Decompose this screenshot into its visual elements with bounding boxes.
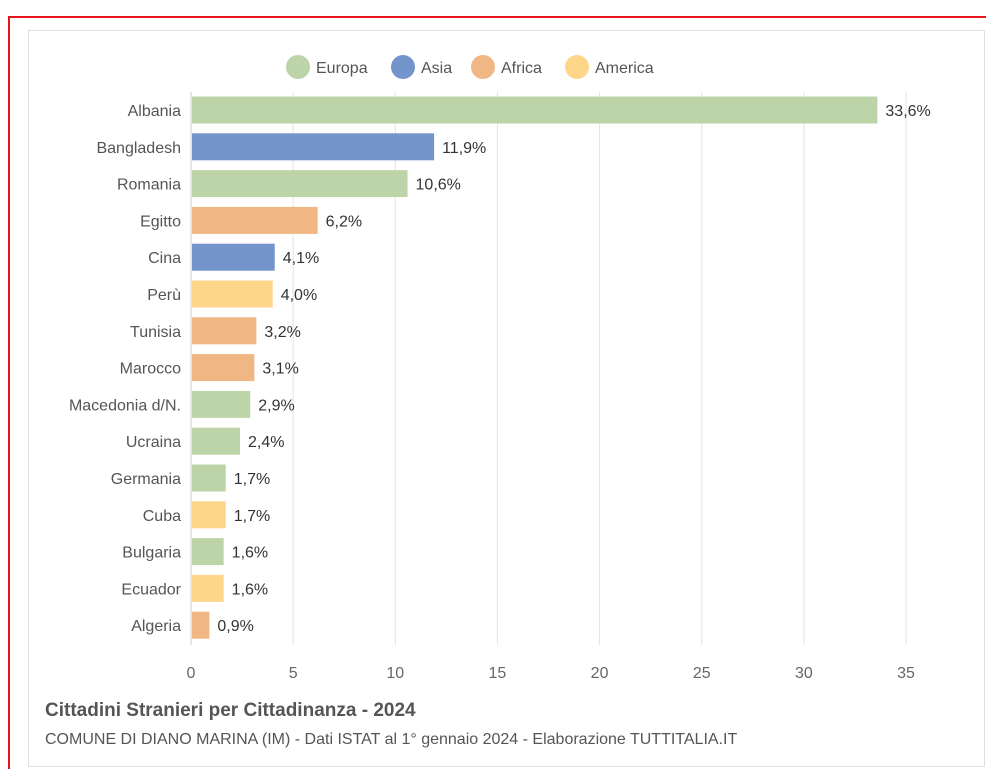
bar [192,427,241,455]
legend-label: Europa [316,60,368,77]
category-label: Romania [117,177,181,194]
category-label: Germania [111,471,181,488]
bar [192,354,255,382]
bar [192,170,408,198]
value-label: 10,6% [416,177,461,194]
legend-label: America [595,60,654,77]
value-label: 3,2% [264,324,300,341]
bar [192,390,251,418]
value-label: 1,6% [232,581,268,598]
bar [192,501,226,529]
category-label: Albania [128,103,181,120]
legend: Europa Asia Africa America [286,55,654,79]
value-label: 0,9% [217,618,253,635]
x-tick-label: 20 [591,665,609,682]
chart-subtitle: COMUNE DI DIANO MARINA (IM) - Dati ISTAT… [45,731,738,748]
bar [192,611,210,639]
value-label: 1,7% [234,508,270,525]
bar [192,206,318,234]
category-label: Ecuador [121,581,181,598]
bar [192,243,275,271]
chart-title: Cittadini Stranieri per Cittadinanza - 2… [45,700,416,721]
category-label: Cina [148,250,181,267]
legend-swatch [391,55,415,79]
category-label: Cuba [143,508,181,525]
bars: Albania 33,6% Bangladesh 11,9% Romania 10,6% E… [69,96,931,639]
value-label: 2,4% [248,434,284,451]
category-label: Tunisia [130,324,181,341]
value-label: 1,6% [232,545,268,562]
value-label: 11,9% [442,140,486,157]
x-tick-label: 35 [897,665,915,682]
x-tick-label: 15 [489,665,507,682]
x-tick-label: 30 [795,665,813,682]
category-label: Perù [147,287,181,304]
bar [192,96,878,124]
bar [192,280,273,308]
bar [192,133,435,161]
bar [192,538,224,566]
x-axis-ticks: 0 5 10 15 20 25 30 35 [187,665,915,682]
x-tick-label: 10 [386,665,404,682]
category-label: Marocco [120,361,181,378]
value-label: 3,1% [262,361,298,378]
category-label: Algeria [131,618,181,635]
category-label: Ucraina [126,434,181,451]
x-tick-label: 5 [289,665,298,682]
x-tick-label: 25 [693,665,711,682]
legend-swatch [471,55,495,79]
legend-label: Africa [501,60,542,77]
value-label: 4,1% [283,250,319,267]
value-label: 6,2% [326,213,362,230]
legend-label: Asia [421,60,452,77]
legend-swatch [565,55,589,79]
value-label: 33,6% [885,103,930,120]
bar [192,464,226,492]
legend-swatch [286,55,310,79]
category-label: Egitto [140,213,181,230]
category-label: Macedonia d/N. [69,397,181,414]
x-tick-label: 0 [187,665,196,682]
value-label: 1,7% [234,471,270,488]
value-label: 4,0% [281,287,317,304]
bar [192,317,257,345]
category-label: Bangladesh [96,140,181,157]
value-label: 2,9% [258,397,294,414]
chart-card [28,30,985,767]
bar [192,574,224,602]
category-label: Bulgaria [122,545,181,562]
